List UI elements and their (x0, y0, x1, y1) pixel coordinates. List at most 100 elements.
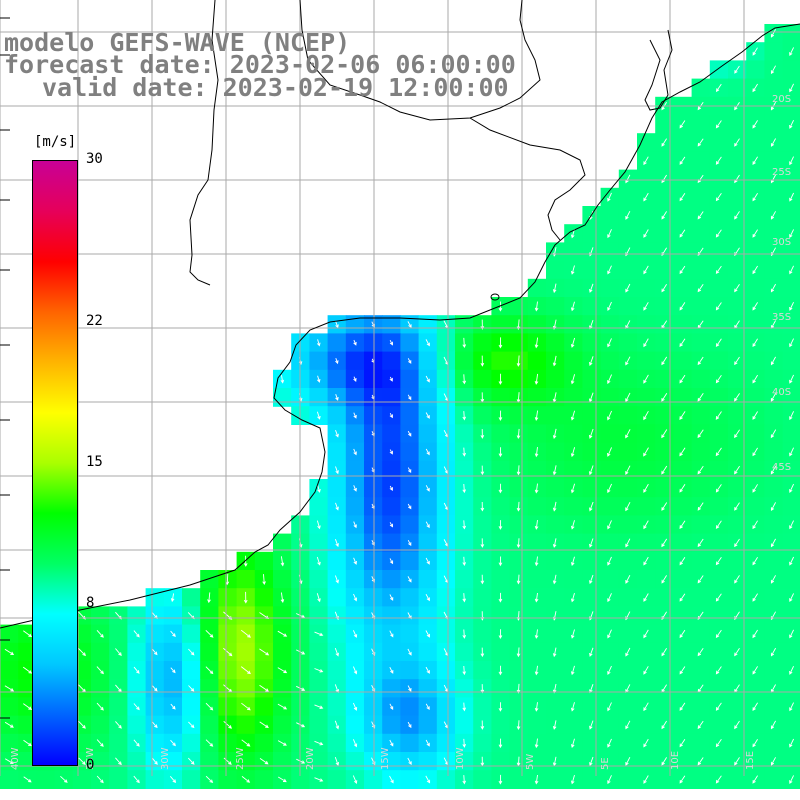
wind-cell (764, 551, 784, 571)
wind-arrow (277, 740, 287, 746)
wind-cell (764, 42, 784, 61)
wind-arrow (462, 337, 467, 349)
wind-cell (291, 406, 310, 425)
wind-cell (236, 679, 256, 698)
wind-cell (564, 606, 583, 626)
wind-arrow (480, 720, 485, 730)
wind-arrow (697, 356, 704, 366)
wind-cell (637, 315, 656, 334)
wind-cell (345, 460, 365, 480)
wind-arrow (462, 374, 467, 385)
wind-arrow (335, 358, 339, 365)
wind-arrow (752, 302, 758, 311)
wind-cell (637, 497, 656, 516)
wind-arrow (534, 373, 539, 385)
wind-cell (200, 642, 219, 662)
wind-arrow (607, 593, 612, 603)
wind-arrow (789, 229, 795, 239)
wind-cell (691, 770, 711, 789)
wind-cell (546, 260, 565, 280)
wind-arrow (353, 376, 357, 382)
wind-cell (91, 642, 110, 662)
wind-arrow (498, 373, 503, 385)
wind-cell (291, 733, 310, 753)
wind-cell (400, 588, 420, 607)
wind-cell (709, 133, 729, 152)
wind-arrow (498, 702, 503, 712)
wind-arrow (516, 355, 521, 367)
wind-cell (491, 351, 511, 371)
wind-cell (709, 424, 729, 444)
wind-cell (728, 733, 747, 753)
wind-cell (345, 424, 365, 444)
wind-cell (0, 733, 19, 753)
wind-cell (0, 661, 19, 680)
wind-cell (273, 533, 292, 553)
wind-arrow (697, 284, 704, 293)
wind-cell (582, 260, 602, 280)
wind-arrow (407, 394, 412, 401)
wind-arrow (115, 648, 122, 657)
wind-cell (455, 679, 474, 698)
wind-cell (655, 515, 674, 535)
wind-cell (436, 661, 456, 680)
wind-cell (709, 715, 729, 735)
wind-arrow (187, 757, 195, 765)
wind-arrow (4, 721, 14, 728)
wind-arrow (715, 702, 722, 711)
wind-cell (582, 297, 602, 316)
wind-cell (637, 278, 656, 298)
wind-arrow (661, 465, 668, 475)
wind-arrow (241, 702, 251, 711)
wind-cell (254, 733, 274, 753)
wind-arrow (60, 775, 68, 783)
wind-arrow (188, 648, 195, 656)
wind-arrow (643, 265, 649, 275)
wind-cell (746, 315, 765, 334)
wind-arrow (752, 484, 758, 493)
wind-arrow (715, 302, 722, 311)
wind-arrow (534, 774, 539, 785)
wind-arrow (335, 394, 339, 401)
wind-cell (254, 661, 274, 680)
wind-arrow (78, 757, 86, 765)
wind-cell (364, 479, 383, 498)
wind-arrow (570, 301, 575, 312)
wind-cell (345, 606, 365, 626)
wind-arrow (679, 666, 686, 675)
wind-arrow (78, 648, 86, 657)
wind-cell (782, 169, 800, 189)
wind-arrow (353, 485, 357, 492)
wind-arrow (152, 685, 158, 692)
wind-arrow (679, 120, 686, 129)
wind-cell (291, 551, 310, 571)
wind-arrow (352, 630, 358, 638)
wind-arrow (552, 538, 557, 548)
wind-cell (491, 497, 511, 516)
wind-cell (273, 606, 292, 626)
wind-cell (655, 260, 674, 280)
wind-arrow (277, 776, 287, 783)
wind-arrow (715, 739, 722, 748)
wind-arrow (498, 629, 503, 640)
wind-cell (473, 588, 492, 607)
wind-arrow (534, 592, 539, 603)
wind-arrow (516, 538, 521, 549)
wind-cell (473, 661, 492, 680)
wind-cell (527, 642, 547, 662)
wind-arrow (170, 630, 176, 638)
wind-cell (527, 460, 547, 480)
wind-cell (382, 351, 401, 371)
wind-arrow (259, 684, 270, 692)
wind-arrow (588, 465, 594, 476)
wind-arrow (534, 301, 539, 312)
wind-cell (345, 570, 365, 589)
wind-arrow (534, 702, 539, 712)
wind-cell (655, 442, 674, 462)
wind-arrow (607, 738, 612, 748)
wind-arrow (570, 592, 575, 603)
wind-arrow (770, 211, 776, 220)
wind-cell (127, 642, 147, 662)
colorbar-unit: [m/s] (34, 134, 77, 150)
